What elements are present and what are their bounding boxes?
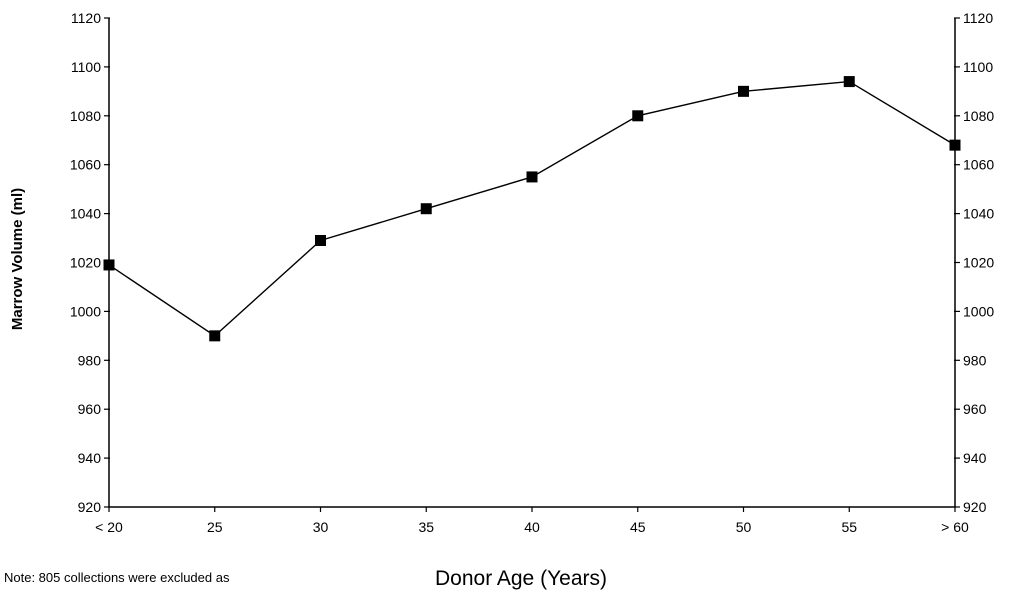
data-point xyxy=(949,139,961,151)
y-tick-label-right: 980 xyxy=(963,352,987,368)
y-tick-label-left: 980 xyxy=(78,352,102,368)
x-tick-label: 55 xyxy=(841,519,857,535)
y-tick-label-right: 1040 xyxy=(963,206,994,222)
data-point xyxy=(209,330,221,342)
y-tick-label-left: 1060 xyxy=(70,157,101,173)
data-point xyxy=(843,76,855,88)
y-tick-label-left: 1040 xyxy=(70,206,101,222)
x-tick-label: < 20 xyxy=(95,519,123,535)
y-ticks-right: 920 940 960 980 1000 1020 1040 1060 1080 1100 1120 xyxy=(954,10,994,515)
data-point xyxy=(103,259,115,271)
x-tick-label: 40 xyxy=(524,519,540,535)
x-tick-label: 25 xyxy=(207,519,223,535)
y-tick-label-right: 1060 xyxy=(963,157,994,173)
data-point xyxy=(315,234,326,246)
y-tick-label-left: 960 xyxy=(78,401,102,417)
y-tick-label-right: 1100 xyxy=(963,59,993,75)
series-line xyxy=(108,80,956,337)
y-tick-label-right: 960 xyxy=(963,401,987,417)
x-ticks: < 20 25 30 35 40 45 50 55 > 60 xyxy=(95,507,969,535)
data-point xyxy=(738,85,749,97)
data-point xyxy=(420,203,432,215)
y-tick-label-left: 1020 xyxy=(70,255,101,271)
y-tick-label-right: 1080 xyxy=(963,108,994,124)
x-tick-label: 35 xyxy=(418,519,434,535)
y-tick-label-right: 940 xyxy=(963,450,987,466)
data-point xyxy=(526,171,538,183)
y-tick-label-left: 1120 xyxy=(71,10,101,26)
y-tick-label-left: 920 xyxy=(78,499,102,515)
y-tick-label-right: 1000 xyxy=(963,303,994,319)
y-tick-label-right: 1020 xyxy=(963,255,994,271)
series xyxy=(103,76,961,342)
x-tick-label: 45 xyxy=(630,519,646,535)
y-tick-label-left: 1080 xyxy=(70,108,101,124)
y-tick-label-left: 1000 xyxy=(70,303,101,319)
x-tick-label: > 60 xyxy=(941,519,969,535)
y-tick-label-right: 920 xyxy=(963,499,987,515)
y-tick-label-left: 1100 xyxy=(71,59,101,75)
data-point xyxy=(632,110,644,122)
footnote: Note: 805 collections were excluded as xyxy=(4,570,230,585)
x-tick-label: 30 xyxy=(313,519,329,535)
y-tick-label-left: 940 xyxy=(78,450,102,466)
y-axis-title: Marrow Volume (ml) xyxy=(9,188,26,330)
y-ticks-left: 920 940 960 980 1000 1020 1040 1060 1080 1100 1120 xyxy=(70,10,110,515)
x-tick-label: 50 xyxy=(736,519,752,535)
y-tick-label-right: 1120 xyxy=(963,10,993,26)
axes xyxy=(108,18,956,508)
x-axis-title: Donor Age (Years) xyxy=(435,567,607,590)
